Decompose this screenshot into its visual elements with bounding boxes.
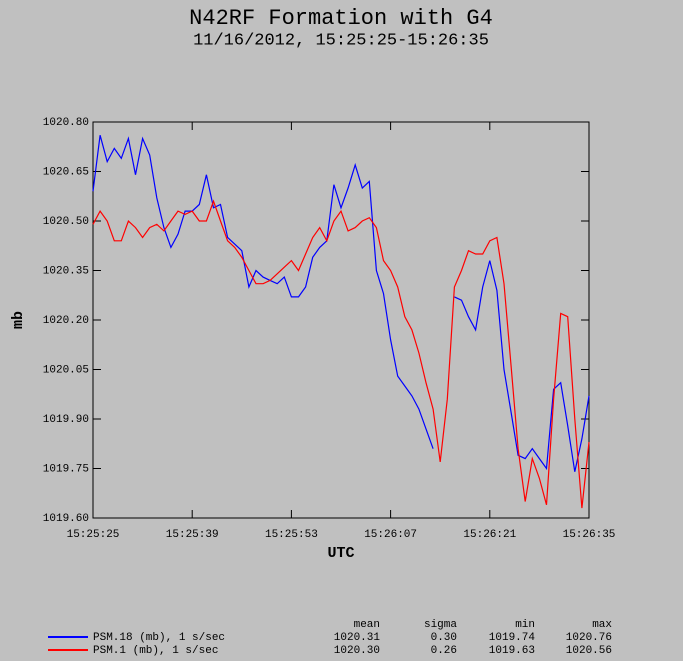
legend-label: PSM.18 (mb), 1 s/sec [93,632,225,644]
stats-value: 1020.31 [334,632,381,644]
data-line [92,135,590,472]
plot-frame [92,121,590,519]
stats-value: 0.30 [431,632,457,644]
x-tick-label: 15:25:25 [67,529,120,541]
chart-title: N42RF Formation with G4 [189,6,493,31]
x-tick-label: 15:26:07 [364,529,417,541]
y-axis-label: mb [10,311,27,329]
y-tick-label: 1019.60 [43,513,89,525]
y-tick-label: 1020.35 [43,265,89,277]
legend-label: PSM.1 (mb), 1 s/sec [93,645,218,657]
y-tick-label: 1019.90 [43,414,89,426]
x-tick-label: 15:26:35 [563,529,616,541]
stats-value: 1019.74 [489,632,536,644]
y-tick-label: 1020.65 [43,166,89,178]
y-tick-label: 1020.80 [43,117,89,129]
stats-header: sigma [424,619,457,631]
y-tick-label: 1020.05 [43,364,89,376]
stats-value: 1020.56 [566,645,612,657]
x-tick-label: 15:25:53 [265,529,318,541]
stats-header: mean [354,619,380,631]
stats-header: min [515,619,535,631]
stats-value: 1020.30 [334,645,380,657]
x-tick-label: 15:25:39 [166,529,219,541]
stats-value: 0.26 [431,645,457,657]
x-tick-label: 15:26:21 [463,529,516,541]
data-line [92,199,590,509]
x-axis-label: UTC [327,545,354,562]
chart-subtitle: 11/16/2012, 15:25:25-15:26:35 [193,31,489,50]
stats-value: 1019.63 [489,645,535,657]
stats-header: max [592,619,612,631]
stats-value: 1020.76 [566,632,612,644]
y-tick-label: 1019.75 [43,463,89,475]
y-tick-label: 1020.20 [43,315,89,327]
y-tick-label: 1020.50 [43,216,89,228]
